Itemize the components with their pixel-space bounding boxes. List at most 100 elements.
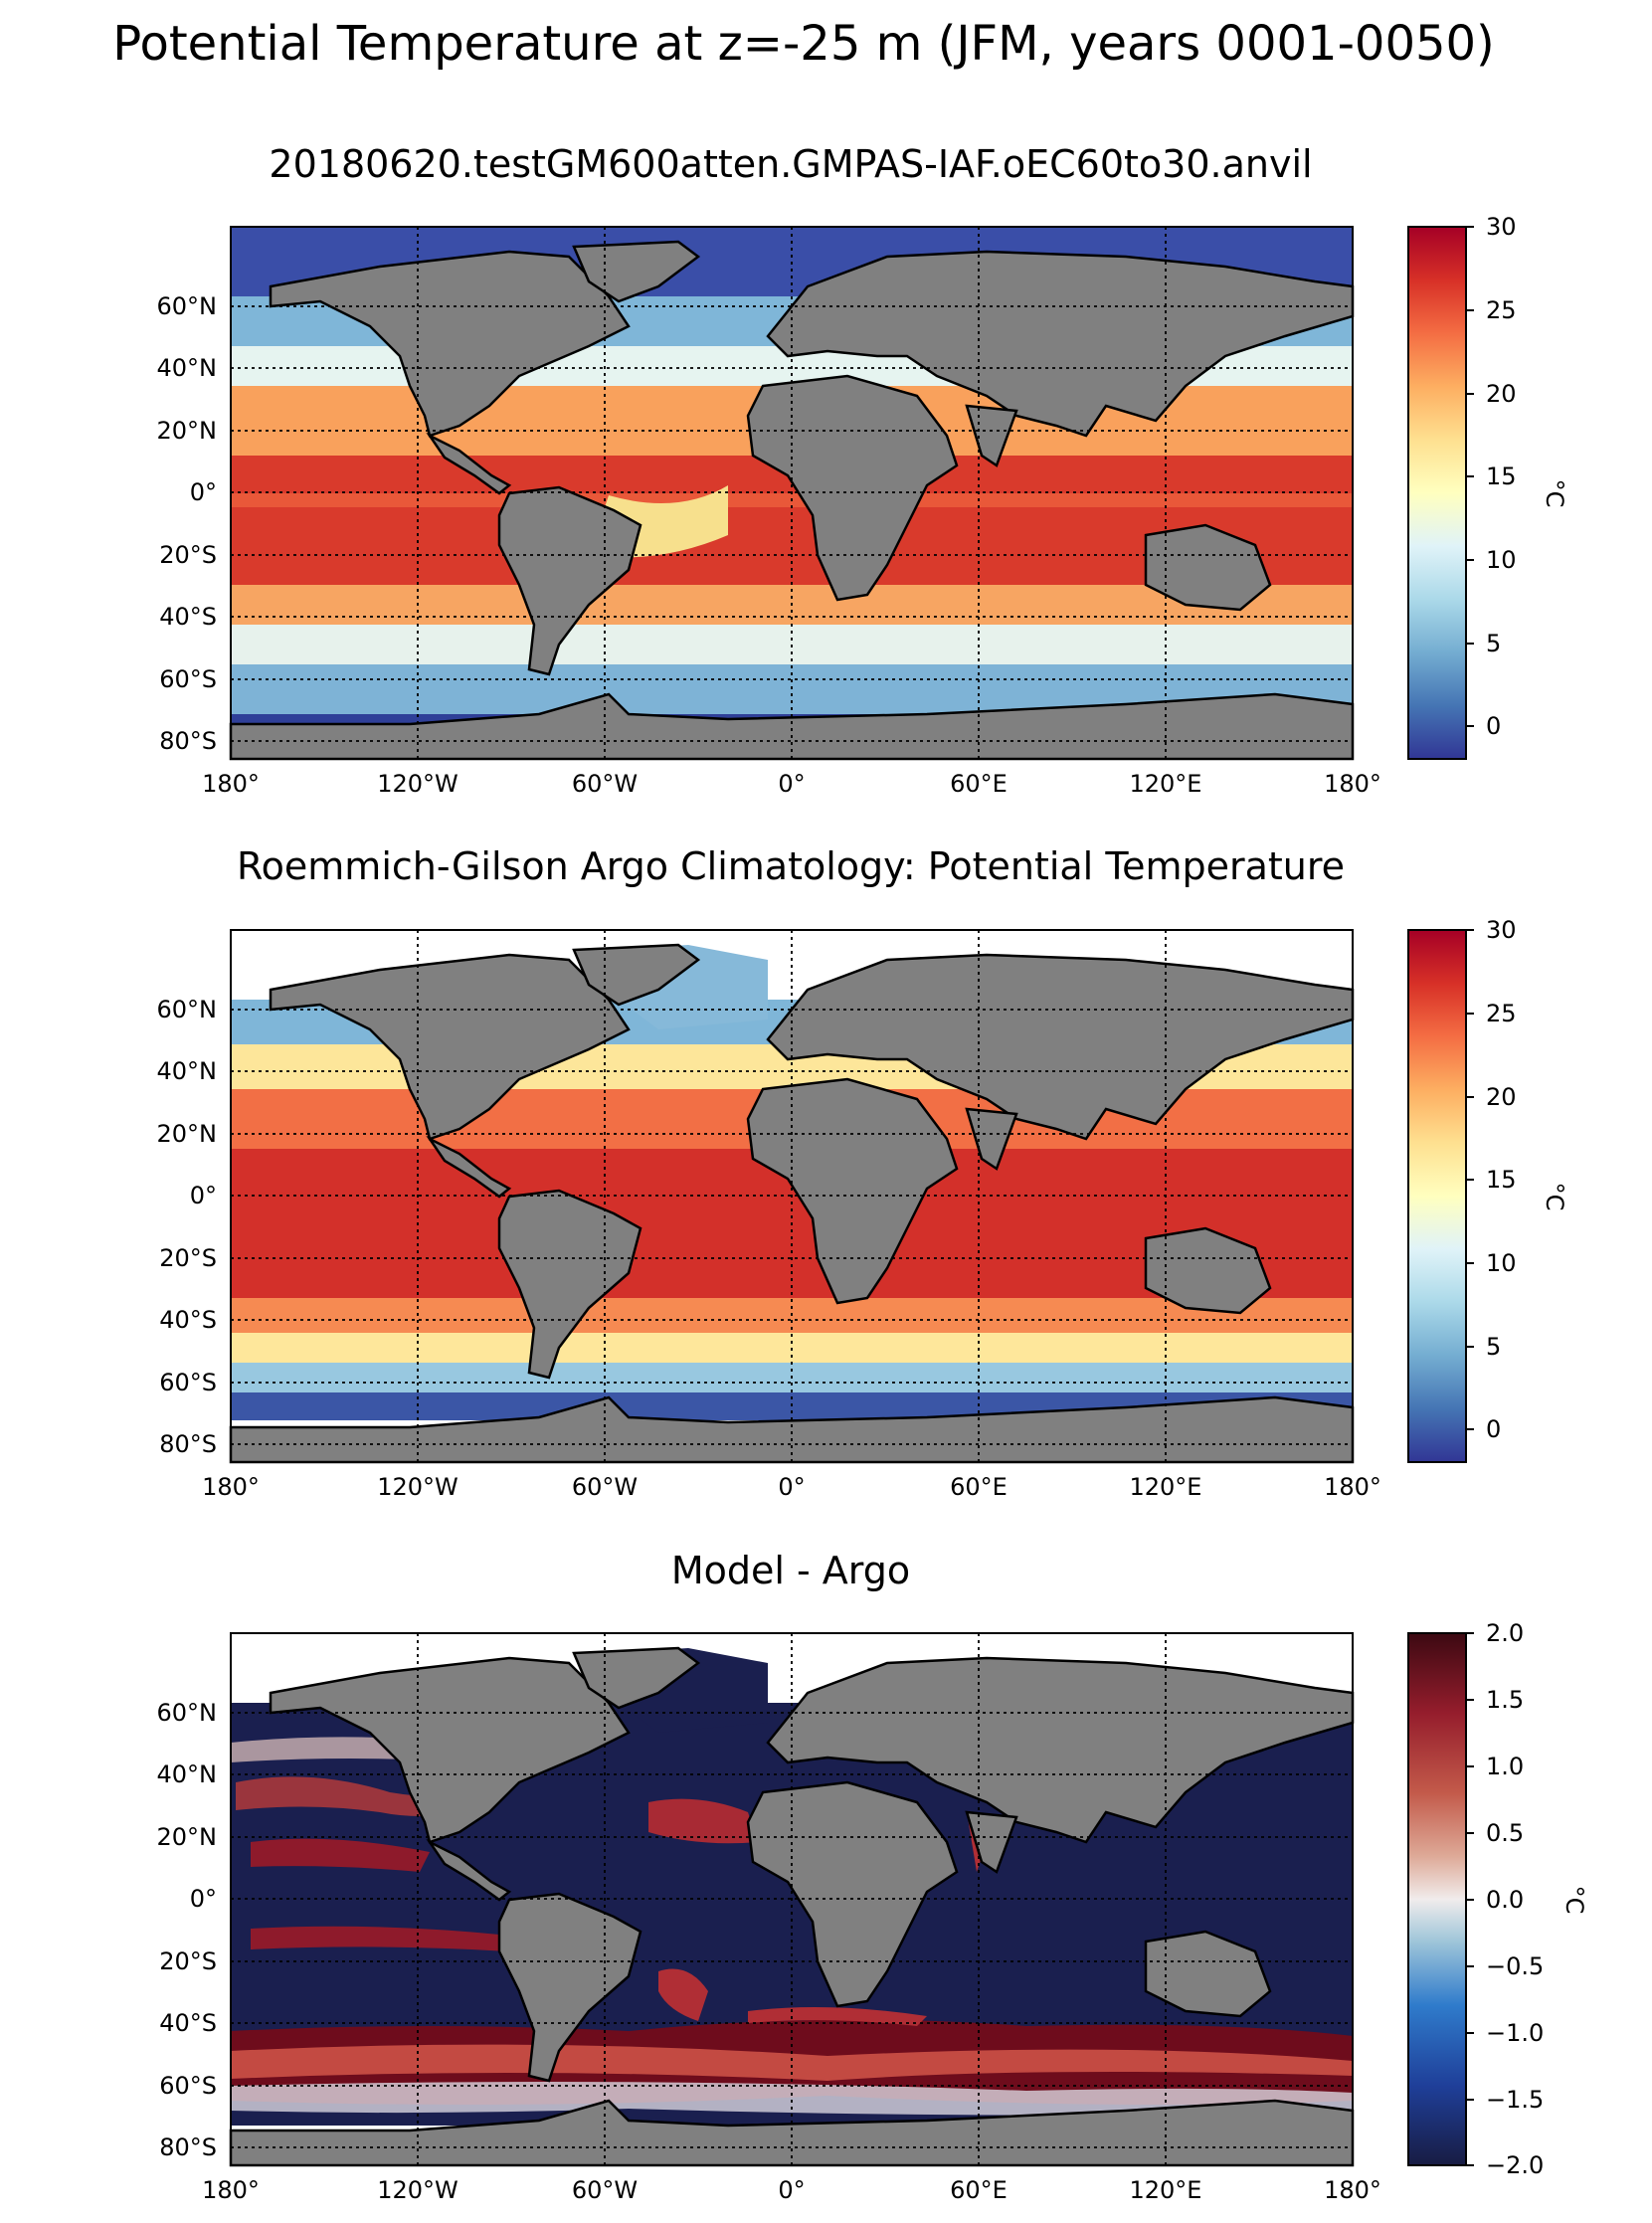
xtick-60W: 60°W (572, 2176, 638, 2204)
cbar-tick: 1.5 (1486, 1686, 1524, 1714)
y-axis-ticks: 60°N 40°N 20°N 0° 20°S 40°S 60°S 80°S (157, 292, 218, 755)
ytick-80S: 80°S (159, 1430, 217, 1458)
land-masses (229, 943, 1355, 1464)
xtick-120E: 120°E (1130, 2176, 1202, 2204)
ytick-40S: 40°S (159, 2009, 217, 2037)
land-central-america (426, 1838, 512, 1902)
x-axis-ticks: 180° 120°W 60°W 0° 60°E 120°E 180° (202, 2176, 1381, 2204)
ytick-60S: 60°S (159, 665, 217, 693)
xtick-120W: 120°W (377, 770, 459, 798)
ytick-20S: 20°S (159, 1244, 217, 1272)
cbar-tick: 25 (1486, 296, 1517, 324)
land-australia (1144, 1226, 1272, 1315)
panel-difference-title: Model - Argo (671, 1549, 910, 1592)
xtick-120W: 120°W (377, 1473, 459, 1501)
colorbar-label: °C (1541, 1183, 1568, 1211)
land-africa (746, 1077, 959, 1305)
land-australia (1144, 1930, 1272, 2018)
colorbar-label: °C (1560, 1886, 1588, 1915)
map-frame (230, 1632, 1354, 2166)
land-europe-asia (766, 250, 1355, 438)
colorbar-label: °C (1541, 479, 1568, 508)
xtick-180: 180° (202, 2176, 260, 2204)
cbar-tick: 15 (1486, 463, 1517, 490)
panel-difference-map (229, 1632, 1355, 2167)
ytick-0: 0° (190, 1885, 217, 1913)
land-australia (1144, 523, 1272, 612)
ytick-20S: 20°S (159, 541, 217, 569)
cbar-tick: −0.5 (1486, 1952, 1544, 1980)
xtick-180: 180° (202, 1473, 260, 1501)
anomaly-positive (251, 1926, 519, 1951)
xtick-0: 0° (778, 2176, 805, 2204)
gridlines (231, 1633, 1353, 2165)
cbar-tick: −1.0 (1486, 2019, 1544, 2047)
ytick-60S: 60°S (159, 1369, 217, 1396)
anomaly-positive (748, 2007, 927, 2026)
cbar-tick: −1.5 (1486, 2086, 1544, 2114)
map-frame (230, 929, 1354, 1463)
gridlines (231, 227, 1353, 759)
xtick-60E: 60°E (950, 2176, 1008, 2204)
ytick-40N: 40°N (157, 354, 218, 382)
ytick-20N: 20°N (157, 1823, 218, 1851)
cbar-tick: 30 (1486, 916, 1517, 944)
land-india (965, 1107, 1018, 1171)
cbar-tick: −2.0 (1486, 2151, 1544, 2179)
colorbar-model: 30 25 20 15 10 5 0 °C (1407, 213, 1568, 760)
cbar-tick: 2.0 (1486, 1619, 1524, 1647)
land-central-america (426, 432, 512, 495)
xtick-180E: 180° (1324, 770, 1381, 798)
ytick-40S: 40°S (159, 1306, 217, 1334)
ytick-20N: 20°N (157, 1120, 218, 1148)
land-africa (746, 374, 959, 602)
xtick-120E: 120°E (1130, 770, 1202, 798)
land-north-america (269, 1656, 631, 1844)
ytick-40N: 40°N (157, 1760, 218, 1788)
colorbar-argo: 30 25 20 15 10 5 0 °C (1407, 916, 1568, 1463)
xtick-180E: 180° (1324, 2176, 1381, 2204)
land-masses (229, 240, 1355, 761)
cbar-tick: 0 (1486, 712, 1501, 740)
cbar-tick: 25 (1486, 1000, 1517, 1027)
ytick-40S: 40°S (159, 603, 217, 631)
cbar-tick: 5 (1486, 1333, 1501, 1361)
land-india (965, 404, 1018, 467)
x-axis-ticks: 180° 120°W 60°W 0° 60°E 120°E 180° (202, 770, 1381, 798)
figure-suptitle: Potential Temperature at z=-25 m (JFM, y… (112, 16, 1495, 72)
ytick-40N: 40°N (157, 1057, 218, 1085)
map-frame (230, 226, 1354, 760)
x-axis-ticks: 180° 120°W 60°W 0° 60°E 120°E 180° (202, 1473, 1381, 1501)
cbar-tick: 15 (1486, 1166, 1517, 1194)
cbar-tick: 0.5 (1486, 1819, 1524, 1847)
cbar-tick: 20 (1486, 380, 1517, 408)
panel-model-title: 20180620.testGM600atten.GMPAS-IAF.oEC60t… (269, 142, 1312, 186)
panel-difference: Model - Argo (157, 1549, 1589, 2204)
xtick-60E: 60°E (950, 1473, 1008, 1501)
land-central-america (426, 1135, 512, 1199)
anomaly-positive (231, 2044, 1353, 2081)
anomaly-positive (251, 1838, 430, 1872)
ytick-80S: 80°S (159, 2133, 217, 2161)
xtick-0: 0° (778, 1473, 805, 1501)
ytick-20N: 20°N (157, 417, 218, 445)
land-africa (746, 1780, 959, 2008)
xtick-120W: 120°W (377, 2176, 459, 2204)
colorbar-difference: 2.0 1.5 1.0 0.5 0.0 −0.5 −1.0 −1.5 −2.0 (1407, 1619, 1588, 2179)
y-axis-ticks: 60°N 40°N 20°N 0° 20°S 40°S 60°S 80°S (157, 1699, 218, 2161)
anomaly-positive (648, 1798, 758, 1844)
xtick-60W: 60°W (572, 770, 638, 798)
cbar-tick: 0 (1486, 1415, 1501, 1443)
ytick-60N: 60°N (157, 996, 218, 1023)
land-europe-asia (766, 953, 1355, 1141)
anomaly-light (231, 2082, 1353, 2116)
xtick-60E: 60°E (950, 770, 1008, 798)
panel-argo: Roemmich-Gilson Argo Climatology: Potent… (157, 844, 1569, 1501)
land-north-america (269, 953, 631, 1141)
ytick-0: 0° (190, 1182, 217, 1209)
ytick-0: 0° (190, 478, 217, 506)
cbar-tick: 0.0 (1486, 1886, 1524, 1914)
cbar-tick: 30 (1486, 213, 1517, 241)
panel-argo-map (229, 929, 1355, 1464)
gridlines (231, 930, 1353, 1462)
